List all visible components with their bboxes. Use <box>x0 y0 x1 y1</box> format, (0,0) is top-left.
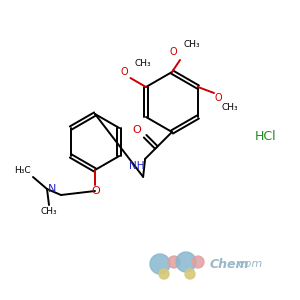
Text: O: O <box>169 47 177 57</box>
Text: O: O <box>121 67 128 77</box>
Text: H₃C: H₃C <box>14 166 31 175</box>
Text: O: O <box>92 186 100 196</box>
Text: CH₃: CH₃ <box>184 40 201 49</box>
Circle shape <box>192 256 204 268</box>
Text: N: N <box>48 184 56 194</box>
Text: .com: .com <box>235 259 262 269</box>
Text: NH: NH <box>129 161 144 171</box>
Text: CH₃: CH₃ <box>41 207 57 216</box>
Text: Chem: Chem <box>210 257 250 271</box>
Circle shape <box>150 254 170 274</box>
Circle shape <box>168 256 180 268</box>
Circle shape <box>159 269 169 279</box>
Text: O: O <box>132 125 141 135</box>
Text: O: O <box>215 93 223 103</box>
Circle shape <box>176 252 196 272</box>
Text: CH₃: CH₃ <box>222 103 238 112</box>
Circle shape <box>185 269 195 279</box>
Text: CH₃: CH₃ <box>134 59 151 68</box>
Text: HCl: HCl <box>255 130 277 143</box>
